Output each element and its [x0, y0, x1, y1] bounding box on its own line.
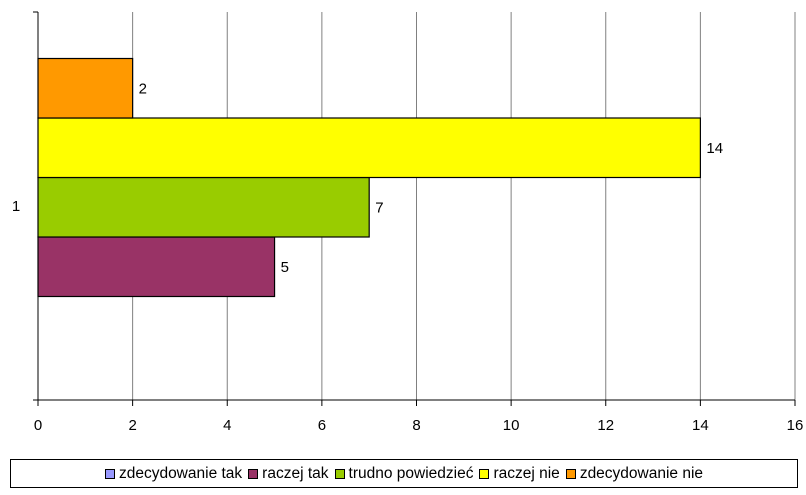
legend-item: raczej tak — [248, 464, 329, 483]
data-labels: 5 7 14 2 — [139, 80, 723, 276]
legend-label: zdecydowanie nie — [579, 464, 704, 482]
data-label: 5 — [281, 259, 289, 276]
legend-label: zdecydowanie tak — [118, 464, 243, 482]
legend-swatch — [248, 468, 259, 479]
legend-item: zdecydowanie tak — [104, 464, 243, 483]
x-tick-label: 2 — [128, 417, 136, 434]
x-tick-label: 6 — [318, 417, 326, 434]
legend-label: trudno powiedzieć — [348, 464, 474, 482]
legend-swatch — [565, 468, 576, 479]
legend-label: raczej tak — [262, 464, 329, 482]
bar-trudno-powiedzieć — [37, 176, 370, 238]
legend-item: raczej nie — [479, 464, 560, 483]
x-tick-label: 8 — [412, 417, 420, 434]
chart: 0 2 4 6 8 10 12 14 16 1 5 7 14 2 — [12, 11, 804, 434]
legend-item: zdecydowanie nie — [565, 464, 704, 483]
x-tick-label: 10 — [503, 417, 520, 434]
bar-raczej-tak — [37, 236, 276, 298]
x-tick-label: 14 — [692, 417, 709, 434]
legend-swatch — [334, 468, 345, 479]
x-tick-label: 12 — [597, 417, 614, 434]
legend-swatch — [479, 468, 490, 479]
data-label: 2 — [139, 80, 147, 97]
legend: zdecydowanie tak raczej tak trudno powiedz… — [10, 459, 798, 488]
legend-label: raczej nie — [493, 464, 560, 482]
axes: 0 2 4 6 8 10 12 14 16 1 — [12, 11, 804, 434]
legend-swatch — [104, 468, 115, 479]
data-label: 14 — [706, 140, 723, 157]
data-label: 7 — [375, 199, 383, 216]
x-tick-label: 16 — [787, 417, 804, 434]
x-tick-label: 0 — [34, 417, 42, 434]
legend-item: trudno powiedzieć — [334, 464, 474, 483]
bars — [37, 57, 701, 298]
bar-raczej-nie — [37, 117, 701, 179]
bar-zdecydowanie-nie — [37, 57, 134, 119]
x-tick-label: 4 — [223, 417, 231, 434]
category-label: 1 — [12, 198, 20, 215]
